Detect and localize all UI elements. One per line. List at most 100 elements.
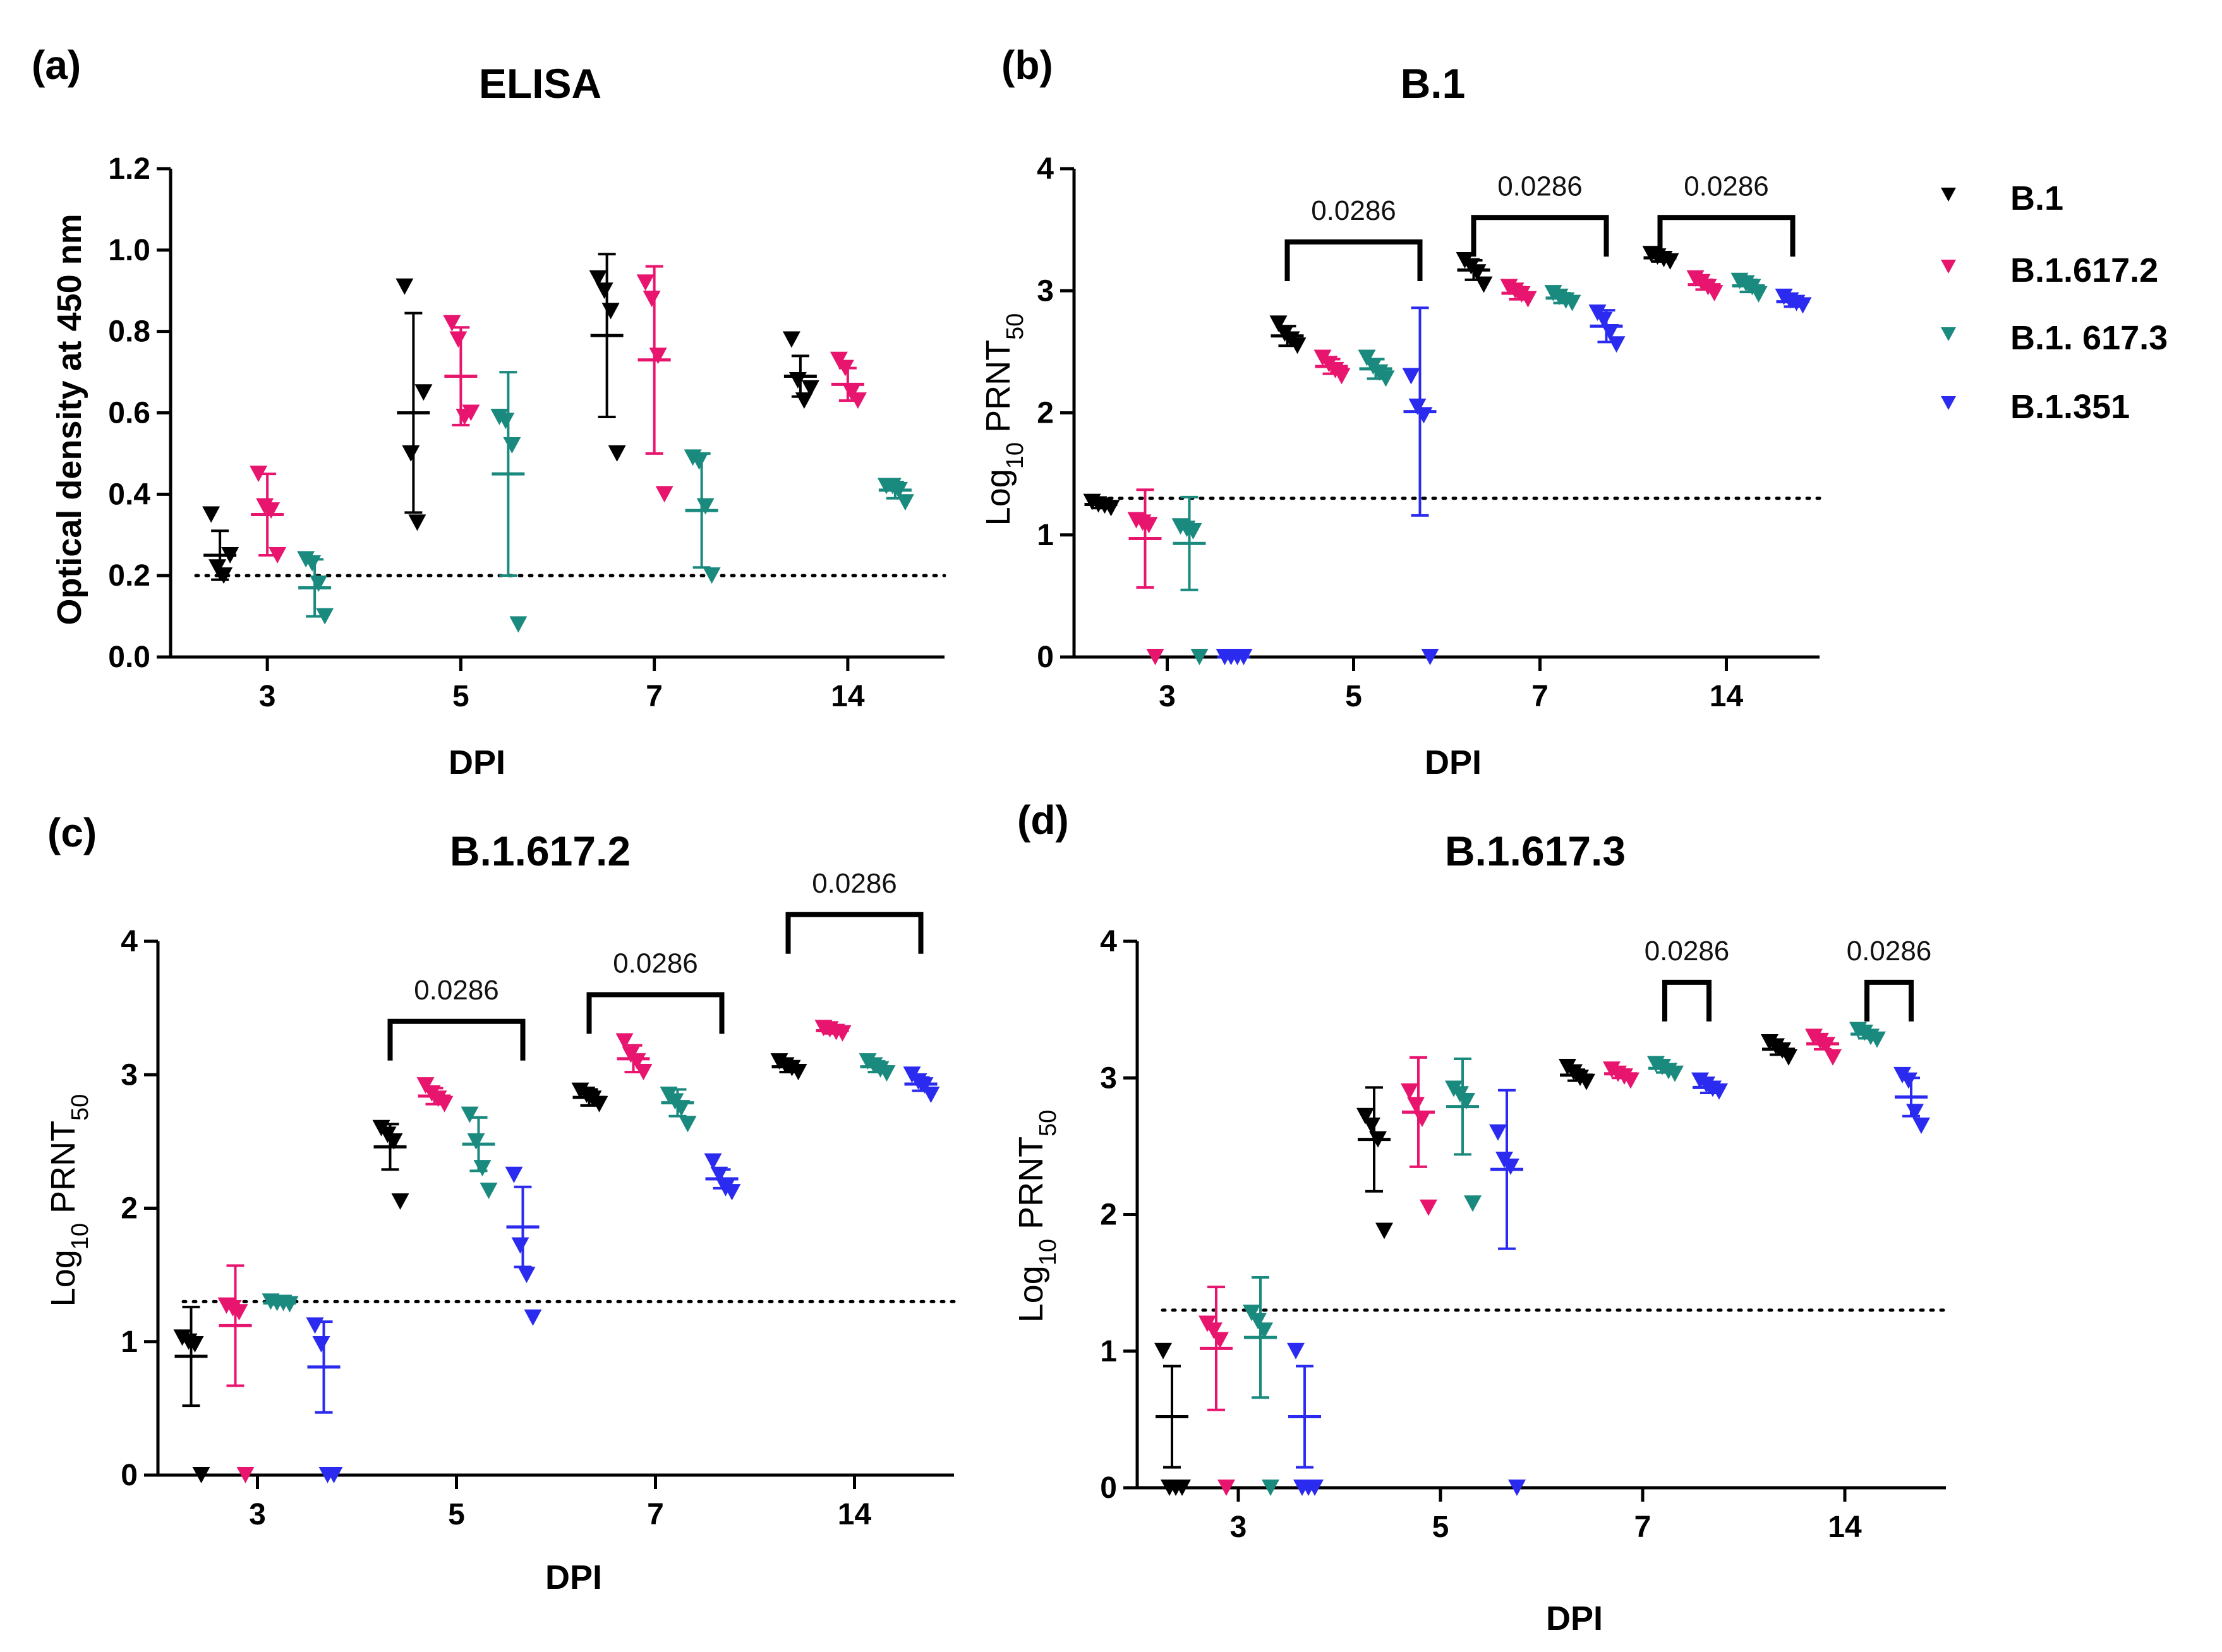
data-point bbox=[1912, 1117, 1930, 1134]
data-point bbox=[615, 1033, 634, 1050]
data-point bbox=[1595, 311, 1613, 329]
significance-label: 0.0286 bbox=[1497, 171, 1583, 202]
panel-c-x-axis-label: DPI bbox=[545, 1559, 602, 1596]
data-point bbox=[922, 1086, 940, 1103]
significance-bracket bbox=[785, 912, 924, 954]
panel-a-x-axis-label: DPI bbox=[449, 744, 505, 781]
data-point bbox=[636, 274, 655, 291]
panel-d-y-tick-label: 2 bbox=[1100, 1198, 1117, 1232]
panel-letter-a: (a) bbox=[32, 42, 81, 88]
significance-bracket bbox=[1284, 239, 1423, 281]
legend-marker-b1 bbox=[1941, 188, 1956, 202]
data-point bbox=[443, 315, 461, 332]
data-point bbox=[202, 506, 220, 523]
data-point bbox=[1287, 1342, 1305, 1360]
panel-c-title: B.1.617.2 bbox=[450, 828, 631, 874]
data-point bbox=[503, 437, 521, 454]
data-point bbox=[696, 498, 715, 515]
panel-a-x-tick-label: 7 bbox=[646, 680, 663, 713]
panel-d-x-tick-label: 7 bbox=[1634, 1510, 1651, 1544]
panel-c-x-tick-label: 3 bbox=[249, 1498, 266, 1531]
panel-c: (c) B.1.617.2 DPI Log10 PRNT50 0 1 2 3 4 3 5 7 1… bbox=[44, 810, 956, 1596]
panel-b-x-tick-label: 14 bbox=[1710, 680, 1744, 713]
data-point bbox=[480, 1183, 498, 1200]
data-point bbox=[848, 392, 867, 409]
legend-label-b1351: B.1.351 bbox=[2010, 388, 2130, 426]
data-point bbox=[1249, 1313, 1267, 1330]
data-point bbox=[1363, 1117, 1380, 1134]
panel-letter-b: (b) bbox=[1001, 42, 1053, 88]
data-point bbox=[1508, 1480, 1526, 1496]
data-point bbox=[649, 347, 667, 365]
significance-label: 0.0286 bbox=[613, 948, 698, 979]
data-point bbox=[236, 1467, 255, 1483]
data-point bbox=[1421, 649, 1439, 665]
data-point bbox=[325, 1467, 343, 1483]
panel-a-title: ELISA bbox=[479, 60, 601, 107]
panel-a-y-tick-label: 1.2 bbox=[108, 152, 150, 186]
data-point bbox=[517, 1267, 536, 1284]
panel-c-y-tick-label: 4 bbox=[121, 925, 138, 958]
panel-b-x-axis-label: DPI bbox=[1425, 744, 1482, 781]
data-point bbox=[595, 282, 613, 299]
significance-bracket bbox=[586, 992, 725, 1034]
data-point bbox=[655, 486, 673, 503]
panel-letter-c: (c) bbox=[47, 810, 97, 855]
legend-label-b1: B.1 bbox=[2010, 179, 2063, 217]
panel-c-y-tick-label: 0 bbox=[121, 1459, 138, 1492]
data-point bbox=[467, 1133, 485, 1150]
data-point bbox=[878, 1065, 896, 1082]
panel-d-x-tick-label: 14 bbox=[1828, 1510, 1862, 1544]
data-point bbox=[269, 546, 287, 564]
panel-a-x-tick-label: 14 bbox=[831, 680, 865, 713]
data-point bbox=[690, 453, 708, 470]
significance-bracket bbox=[1657, 215, 1796, 257]
panel-a-y-tick-label: 0.2 bbox=[108, 559, 150, 593]
data-point bbox=[511, 1237, 529, 1254]
data-point bbox=[801, 380, 819, 397]
panel-a: (a) ELISA DPI Optical density at 450 nm … bbox=[32, 42, 946, 781]
data-point bbox=[414, 384, 433, 401]
panel-a-y-axis-label: Optical density at 450 nm bbox=[51, 214, 88, 625]
data-point bbox=[312, 1335, 330, 1353]
data-point bbox=[589, 270, 607, 287]
data-point bbox=[462, 404, 480, 421]
data-point bbox=[1173, 1480, 1191, 1496]
data-point bbox=[1217, 1480, 1235, 1496]
panel-b-y-tick-label: 2 bbox=[1037, 397, 1054, 430]
data-point bbox=[1262, 1480, 1279, 1496]
data-point bbox=[1464, 1195, 1482, 1212]
data-point bbox=[703, 567, 721, 584]
data-point bbox=[1211, 1332, 1229, 1349]
panel-b-y-tick-label: 0 bbox=[1037, 641, 1054, 674]
data-point bbox=[192, 1467, 210, 1483]
data-point bbox=[896, 494, 914, 511]
legend: B.1 B.1.617.2 B.1. 617.3 B.1.351 bbox=[1941, 179, 2168, 426]
data-point bbox=[601, 303, 620, 320]
data-point bbox=[505, 1166, 523, 1183]
panel-c-y-tick-label: 2 bbox=[121, 1192, 138, 1226]
data-point bbox=[1824, 1049, 1842, 1066]
significance-label: 0.0286 bbox=[1311, 195, 1396, 226]
significance-bracket bbox=[387, 1018, 526, 1061]
panel-a-x-tick-label: 5 bbox=[452, 680, 469, 713]
panel-b-y-tick-label: 1 bbox=[1037, 519, 1054, 552]
data-point bbox=[782, 331, 800, 348]
data-point bbox=[1306, 1480, 1324, 1496]
panel-letter-d: (d) bbox=[1017, 797, 1069, 843]
data-point bbox=[679, 1116, 697, 1133]
data-point bbox=[1146, 649, 1164, 665]
panel-c-x-tick-label: 14 bbox=[838, 1498, 872, 1531]
data-point bbox=[449, 331, 468, 348]
data-point bbox=[1420, 1199, 1437, 1216]
data-point bbox=[1578, 1073, 1595, 1090]
data-point bbox=[1780, 1049, 1797, 1066]
data-point bbox=[1519, 291, 1537, 308]
data-point bbox=[634, 1064, 653, 1081]
data-point bbox=[1288, 337, 1307, 354]
data-point bbox=[1401, 1083, 1418, 1100]
panel-a-y-tick-label: 1.0 bbox=[108, 234, 150, 267]
data-point bbox=[1415, 407, 1433, 424]
significance-label: 0.0286 bbox=[812, 868, 897, 899]
significance-bracket bbox=[1662, 979, 1712, 1022]
